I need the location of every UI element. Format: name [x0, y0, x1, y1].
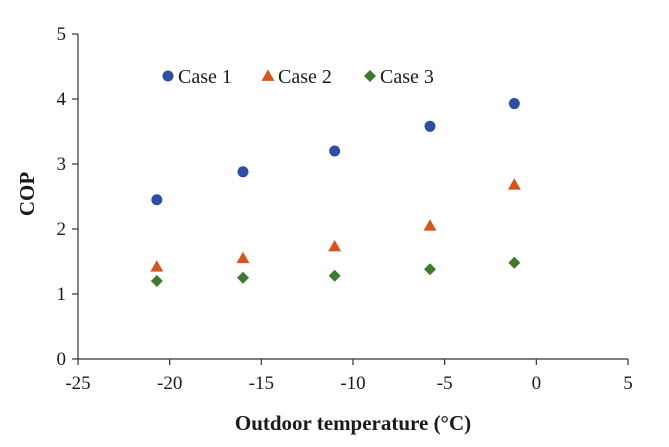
legend-marker [364, 70, 376, 82]
data-point-case-1 [151, 194, 163, 206]
y-tick-label: 3 [57, 154, 67, 175]
tick-labels: 0 1 2 3 4 5 -25 -20 -15 -10 -5 0 5 [57, 24, 633, 394]
x-tick-label: -5 [437, 373, 453, 394]
legend-item: Case 3 [364, 66, 434, 88]
data-point-case-1 [237, 166, 249, 178]
data-point-case-1 [329, 145, 341, 157]
data-point-case-3 [150, 275, 163, 287]
data-points [150, 98, 521, 287]
data-point-case-2 [236, 251, 250, 264]
x-tick-label: -25 [65, 373, 90, 394]
y-tick-label: 4 [57, 89, 67, 110]
x-tick-label: 0 [532, 373, 542, 394]
legend-marker [261, 69, 275, 81]
data-point-case-2 [150, 260, 164, 272]
legend-label: Case 2 [278, 66, 332, 88]
data-point-case-3 [424, 263, 436, 276]
legend-item: Case 2 [261, 66, 332, 88]
y-tick-label: 1 [57, 284, 67, 305]
y-tick-label: 5 [57, 24, 67, 45]
data-point-case-3 [508, 256, 521, 269]
data-point-case-2 [507, 178, 521, 190]
axes [72, 33, 629, 365]
data-point-case-1 [508, 98, 520, 110]
legend-item: Case 1 [162, 66, 232, 88]
legend-marker [162, 70, 174, 82]
data-point-case-2 [328, 240, 342, 252]
data-point-case-3 [328, 269, 341, 282]
legend-label: Case 3 [380, 66, 434, 88]
x-axis-title: Outdoor temperature (°C) [235, 411, 471, 435]
y-tick-label: 2 [57, 219, 67, 240]
legend-label: Case 1 [178, 66, 232, 88]
x-tick-label: -10 [340, 373, 365, 394]
x-tick-label: -20 [157, 373, 182, 394]
y-axis-title: COP [15, 172, 39, 217]
y-tick-label: 0 [57, 349, 67, 370]
data-point-case-2 [423, 219, 437, 231]
legend: Case 1 Case 2 Case 3 [162, 66, 434, 88]
data-point-case-1 [424, 120, 436, 132]
data-point-case-3 [237, 271, 249, 284]
x-tick-label: -15 [249, 373, 274, 394]
x-tick-label: 5 [623, 373, 633, 394]
